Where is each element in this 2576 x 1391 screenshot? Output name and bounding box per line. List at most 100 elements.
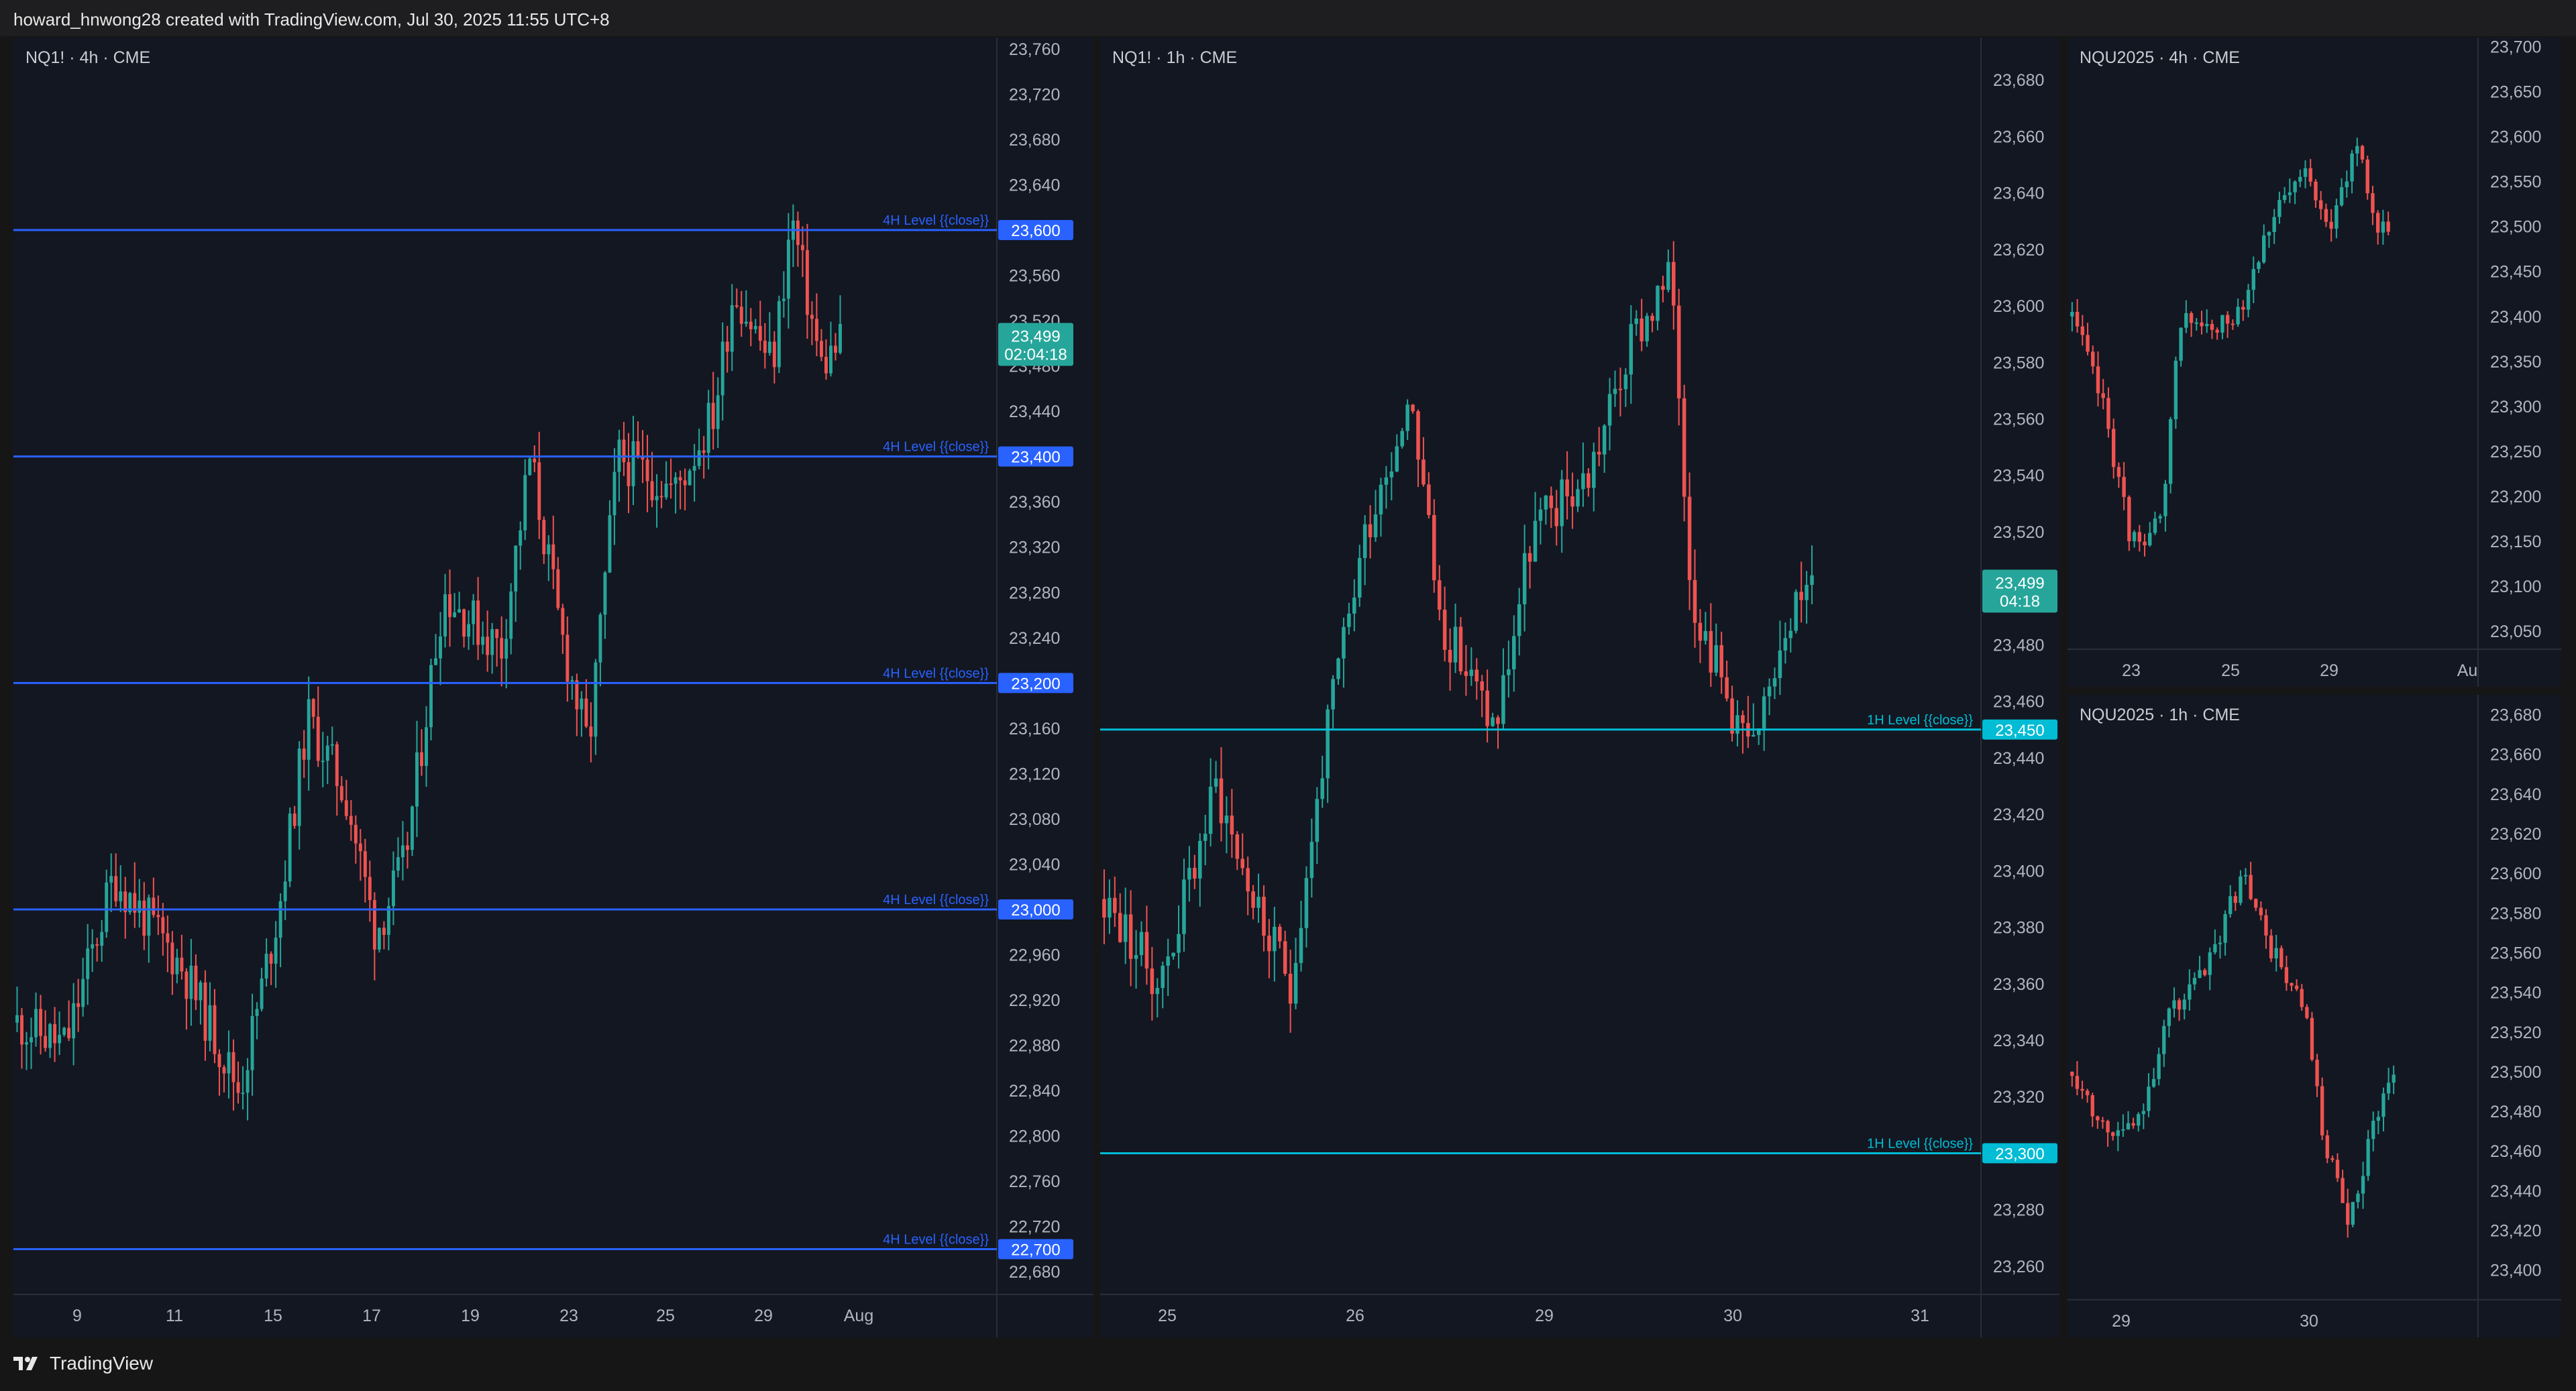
- level-line-label: 4H Level {{close}}: [883, 440, 989, 455]
- candle: [2091, 345, 2095, 374]
- level-line: 4H Level {{close}} 23,200: [13, 666, 1073, 693]
- candle: [786, 213, 790, 329]
- candle-body: [796, 220, 800, 245]
- candle-body: [2177, 1000, 2182, 1010]
- candle-body: [1177, 934, 1181, 953]
- candle: [415, 720, 419, 838]
- candle-body: [152, 897, 156, 915]
- candle: [1336, 657, 1340, 685]
- candle: [1607, 378, 1612, 451]
- candle: [711, 372, 715, 450]
- candle-body: [2365, 159, 2369, 194]
- candle-body: [400, 845, 405, 858]
- candle: [1746, 696, 1750, 748]
- candle-body: [664, 484, 668, 498]
- candle: [2184, 300, 2188, 333]
- price-axis-tick: 23,720: [1009, 85, 1060, 104]
- candle: [119, 865, 123, 912]
- price-axis-tick: 23,560: [1009, 267, 1060, 286]
- candle: [354, 815, 358, 864]
- candle: [2371, 186, 2375, 225]
- candle: [2182, 993, 2186, 1020]
- candle-body: [2375, 213, 2380, 233]
- candle-body: [255, 1009, 259, 1016]
- candle-body: [655, 496, 659, 500]
- candle: [589, 702, 593, 763]
- candle: [213, 989, 217, 1064]
- price-axis-tick: 23,040: [1009, 855, 1060, 874]
- chart-panel-nq1-4h[interactable]: 4H Level {{close}} 23,600 4H Level {{close…: [13, 38, 1093, 1337]
- candle-body: [1693, 579, 1697, 623]
- candle: [2215, 327, 2219, 340]
- time-axis-tick: Au: [2457, 661, 2478, 680]
- chart-symbol-title[interactable]: NQU2025 · 1h · CME: [2080, 706, 2240, 724]
- candle-body: [391, 870, 395, 906]
- candle: [62, 1026, 66, 1037]
- candle-body: [1246, 868, 1250, 892]
- candle: [1714, 623, 1719, 677]
- chart-panel-nq1-1h[interactable]: 1H Level {{close}} 23,450 1H Level {{close…: [1100, 38, 2059, 1337]
- candle: [767, 312, 771, 356]
- candle-body: [180, 957, 184, 972]
- candle-body: [1320, 778, 1324, 799]
- candle-body: [608, 515, 612, 573]
- time-axis-tick: 31: [1911, 1306, 1929, 1325]
- candle-body: [1672, 262, 1676, 306]
- price-axis-tick: 22,800: [1009, 1127, 1060, 1146]
- candle-body: [1326, 709, 1330, 779]
- candle-body: [2141, 1111, 2145, 1115]
- level-price-tag-text: 23,450: [1995, 722, 2044, 740]
- candle-body: [2111, 1132, 2115, 1136]
- candle-body: [1384, 477, 1389, 485]
- candle: [2116, 462, 2121, 488]
- candle: [316, 686, 320, 767]
- chart-symbol-title[interactable]: NQ1! · 4h · CME: [25, 48, 151, 67]
- candle: [1767, 678, 1772, 716]
- candle-body: [720, 341, 724, 396]
- candle-body: [2090, 1095, 2094, 1117]
- price-axis-tick: 23,320: [1009, 539, 1060, 557]
- price-axis-tick: 23,520: [2490, 1023, 2541, 1042]
- candle-body: [2355, 146, 2359, 154]
- candle: [570, 676, 574, 700]
- chart-panel-nqu2025-1h[interactable]: 23,680 23,660 23,640 23,620 23,600 23,580 23,5…: [2068, 695, 2561, 1337]
- candle-body: [297, 748, 301, 826]
- level-line: 4H Level {{close}} 23,000: [13, 893, 1073, 920]
- candle: [744, 290, 748, 327]
- candle: [2132, 530, 2137, 548]
- chart-symbol-title[interactable]: NQ1! · 1h · CME: [1112, 48, 1238, 67]
- candle: [2070, 302, 2074, 332]
- candle-body: [67, 1027, 71, 1039]
- candle-body: [411, 806, 414, 850]
- candle-body: [1560, 479, 1564, 526]
- chart-canvas[interactable]: 23,700 23,650 23,600 23,550 23,500 23,450 23,4…: [2068, 38, 2561, 687]
- candle: [2335, 1153, 2340, 1182]
- candle-body: [777, 300, 781, 368]
- candle-body: [2148, 533, 2152, 546]
- candle: [443, 573, 447, 648]
- candle: [627, 433, 631, 514]
- candle: [1788, 618, 1793, 653]
- candle: [1108, 879, 1112, 934]
- candle-body: [339, 786, 343, 801]
- chart-symbol-title[interactable]: NQU2025 · 4h · CME: [2080, 48, 2240, 67]
- candle: [199, 980, 203, 1025]
- candle-body: [622, 439, 626, 463]
- candle-body: [2111, 429, 2116, 467]
- candle: [749, 308, 753, 347]
- chart-canvas[interactable]: 23,680 23,660 23,640 23,620 23,600 23,580 23,5…: [2068, 695, 2561, 1337]
- candle-body: [772, 341, 776, 368]
- candle-body: [1102, 899, 1106, 918]
- candle-body: [264, 954, 268, 979]
- candle-body: [1661, 286, 1665, 290]
- tradingview-logo[interactable]: TradingView: [13, 1353, 153, 1374]
- price-axis-tick: 23,440: [1993, 749, 2044, 768]
- candle-body: [1592, 451, 1596, 488]
- chart-panel-nqu2025-4h[interactable]: 23,700 23,650 23,600 23,550 23,500 23,450 23,4…: [2068, 38, 2561, 687]
- time-axis-tick: 29: [2320, 661, 2339, 680]
- candle-body: [1352, 597, 1356, 614]
- candle: [1730, 685, 1734, 742]
- candle: [2121, 1114, 2125, 1137]
